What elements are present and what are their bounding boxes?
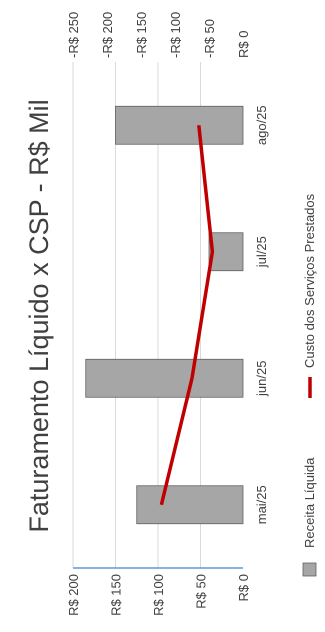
line-axis-tick-label: -R$ 50 — [202, 19, 217, 58]
legend-line-label: Custo dos Serviços Prestados — [302, 193, 317, 368]
category-labels: mai/25 jun/25 jul/25 ago/25 — [254, 105, 269, 524]
line-path — [159, 125, 215, 506]
legend-bar-label: Receita Líquida — [302, 457, 317, 548]
category-label: jul/25 — [254, 236, 269, 268]
line-axis-tick-label: -R$ 250 — [66, 12, 81, 58]
line-axis-tick-label: -R$ 200 — [100, 12, 115, 58]
bar-axis-tick-label: R$ 100 — [151, 574, 166, 616]
bar-axis-tick-label: R$ 150 — [109, 574, 124, 616]
line-axis-tick-label: -R$ 150 — [134, 12, 149, 58]
legend: Receita Líquida Custo dos Serviços Prest… — [302, 193, 317, 577]
bar-axis-tick-label: R$ 0 — [236, 574, 251, 601]
legend-bar-swatch — [302, 562, 317, 577]
line-series — [159, 125, 215, 506]
category-label: ago/25 — [254, 105, 269, 145]
bar-ago/25 — [115, 105, 244, 145]
bar-jul/25 — [208, 232, 244, 272]
bar-mai/25 — [136, 485, 244, 525]
line-axis-tick-label: -R$ 100 — [168, 12, 183, 58]
line-axis-tick-label: R$ 0 — [236, 31, 251, 58]
bar-axis-tick-label: R$ 50 — [194, 574, 209, 609]
category-label: mai/25 — [254, 485, 269, 524]
category-label: jun/25 — [254, 361, 269, 397]
tick-labels: R$ 200 R$ 150 R$ 100 R$ 50 R$ 0 R$ 0 -R$ 50 -R$… — [66, 12, 251, 616]
bar-axis-tick-label: R$ 200 — [66, 574, 81, 616]
bar-jun/25 — [85, 358, 244, 398]
bar-series — [85, 105, 244, 525]
chart-title: Faturamento Líquido x CSP - R$ Mil — [24, 99, 54, 532]
